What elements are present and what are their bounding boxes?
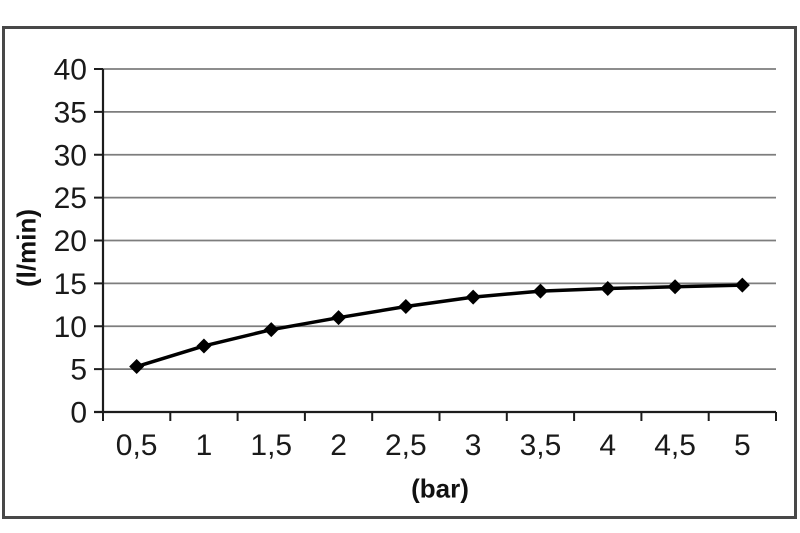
y-tick-label: 10 xyxy=(54,311,87,344)
series-line xyxy=(134,283,745,369)
x-tick-label: 1,5 xyxy=(250,429,292,462)
data-point-marker xyxy=(331,310,347,326)
data-point-marker xyxy=(532,283,548,299)
chart-frame xyxy=(2,26,797,519)
x-tick-label: 5 xyxy=(734,429,751,462)
x-tick-label: 2,5 xyxy=(385,429,427,462)
data-point-marker xyxy=(734,277,750,293)
data-point-marker xyxy=(398,299,414,315)
y-tick-label: 40 xyxy=(54,54,87,87)
y-tick-label: 30 xyxy=(54,139,87,172)
y-tick-label: 20 xyxy=(54,225,87,258)
y-axis-title: (l/min) xyxy=(11,209,42,287)
x-tick-label: 4,5 xyxy=(654,429,696,462)
x-tick-label: 3,5 xyxy=(520,429,562,462)
x-tick-label: 2 xyxy=(330,429,347,462)
y-tick-label: 0 xyxy=(70,397,87,430)
data-point-marker xyxy=(196,338,212,354)
data-point-marker xyxy=(465,289,481,305)
x-tick-label: 0,5 xyxy=(116,429,158,462)
data-point-marker xyxy=(600,281,616,297)
y-tick-label: 25 xyxy=(54,182,87,215)
x-tick-label: 4 xyxy=(599,429,616,462)
data-point-marker xyxy=(129,359,145,375)
y-tick-label: 35 xyxy=(54,96,87,129)
data-point-marker xyxy=(263,322,279,338)
x-axis-title: (bar) xyxy=(411,473,469,504)
x-tick-label: 3 xyxy=(465,429,482,462)
y-tick-label: 15 xyxy=(54,268,87,301)
y-tick-label: 5 xyxy=(70,354,87,387)
data-point-marker xyxy=(667,279,683,295)
x-tick-label: 1 xyxy=(196,429,213,462)
